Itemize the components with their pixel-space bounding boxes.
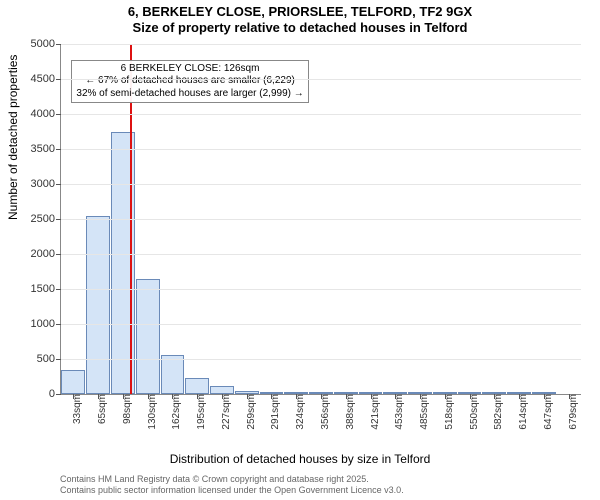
- footer-line1: Contains HM Land Registry data © Crown c…: [60, 474, 590, 485]
- histogram-bar: [210, 386, 234, 394]
- x-tick-label: 65sqm: [97, 394, 108, 424]
- y-tick-label: 1500: [21, 283, 55, 295]
- y-tick-mark: [56, 219, 61, 220]
- y-gridline: [61, 324, 581, 325]
- plot-area: 6 BERKELEY CLOSE: 126sqm← 67% of detache…: [60, 44, 581, 395]
- y-tick-label: 4500: [21, 73, 55, 85]
- x-tick-label: 162sqm: [171, 394, 182, 430]
- y-tick-label: 3000: [21, 178, 55, 190]
- footer-line2: Contains public sector information licen…: [60, 485, 590, 496]
- x-tick-label: 518sqm: [444, 394, 455, 430]
- y-tick-label: 2500: [21, 213, 55, 225]
- y-tick-label: 3500: [21, 143, 55, 155]
- y-tick-mark: [56, 44, 61, 45]
- y-tick-mark: [56, 324, 61, 325]
- y-tick-label: 0: [21, 388, 55, 400]
- y-tick-label: 4000: [21, 108, 55, 120]
- x-tick-label: 485sqm: [419, 394, 430, 430]
- x-tick-label: 195sqm: [196, 394, 207, 430]
- annotation-line: 6 BERKELEY CLOSE: 126sqm: [76, 63, 303, 76]
- x-tick-label: 647sqm: [543, 394, 554, 430]
- annotation-line: 32% of semi-detached houses are larger (…: [76, 88, 303, 101]
- histogram-bar: [61, 370, 85, 395]
- y-tick-mark: [56, 149, 61, 150]
- y-tick-mark: [56, 359, 61, 360]
- x-tick-label: 679sqm: [568, 394, 579, 430]
- title-line1: 6, BERKELEY CLOSE, PRIORSLEE, TELFORD, T…: [0, 4, 600, 20]
- y-gridline: [61, 44, 581, 45]
- x-axis-label: Distribution of detached houses by size …: [0, 452, 600, 466]
- histogram-bar: [161, 355, 185, 394]
- y-tick-mark: [56, 289, 61, 290]
- y-axis-label: Number of detached properties: [6, 55, 20, 220]
- y-tick-mark: [56, 184, 61, 185]
- annotation-box: 6 BERKELEY CLOSE: 126sqm← 67% of detache…: [71, 60, 308, 104]
- histogram-bar: [136, 279, 160, 395]
- y-tick-label: 5000: [21, 38, 55, 50]
- x-tick-label: 388sqm: [345, 394, 356, 430]
- x-tick-label: 33sqm: [72, 394, 83, 424]
- y-tick-label: 1000: [21, 318, 55, 330]
- title-line2: Size of property relative to detached ho…: [0, 20, 600, 36]
- y-gridline: [61, 254, 581, 255]
- y-tick-mark: [56, 394, 61, 395]
- y-gridline: [61, 359, 581, 360]
- histogram-bar: [86, 216, 110, 395]
- x-tick-label: 582sqm: [493, 394, 504, 430]
- x-tick-label: 291sqm: [270, 394, 281, 430]
- x-tick-label: 98sqm: [122, 394, 133, 424]
- histogram-bar: [185, 378, 209, 394]
- x-tick-label: 324sqm: [295, 394, 306, 430]
- x-tick-label: 259sqm: [246, 394, 257, 430]
- x-tick-label: 356sqm: [320, 394, 331, 430]
- chart-container: 6, BERKELEY CLOSE, PRIORSLEE, TELFORD, T…: [0, 0, 600, 500]
- y-gridline: [61, 184, 581, 185]
- y-tick-label: 500: [21, 353, 55, 365]
- y-tick-mark: [56, 254, 61, 255]
- y-tick-mark: [56, 114, 61, 115]
- y-gridline: [61, 149, 581, 150]
- footer-credits: Contains HM Land Registry data © Crown c…: [60, 474, 590, 496]
- x-tick-label: 227sqm: [221, 394, 232, 430]
- x-tick-label: 550sqm: [469, 394, 480, 430]
- x-tick-label: 421sqm: [370, 394, 381, 430]
- x-tick-label: 130sqm: [147, 394, 158, 430]
- y-gridline: [61, 114, 581, 115]
- y-gridline: [61, 79, 581, 80]
- chart-title: 6, BERKELEY CLOSE, PRIORSLEE, TELFORD, T…: [0, 4, 600, 37]
- y-tick-label: 2000: [21, 248, 55, 260]
- x-tick-label: 453sqm: [394, 394, 405, 430]
- annotation-line: ← 67% of detached houses are smaller (6,…: [76, 75, 303, 88]
- y-gridline: [61, 289, 581, 290]
- x-tick-label: 614sqm: [518, 394, 529, 430]
- y-tick-mark: [56, 79, 61, 80]
- y-gridline: [61, 219, 581, 220]
